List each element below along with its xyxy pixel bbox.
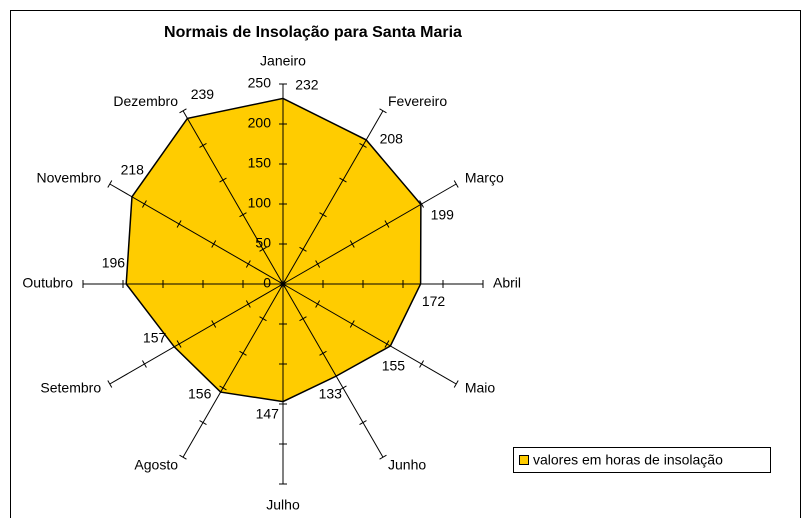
value-label: 199 [431,207,455,223]
axis-line [282,283,457,385]
tick-mark [419,360,424,368]
tick-mark [179,108,187,114]
category-label: Dezembro [113,93,178,109]
value-label: 156 [188,386,212,402]
r-tick-label: 100 [248,195,272,211]
category-label: Abril [493,275,521,291]
chart-frame [10,10,801,518]
value-label: 155 [382,358,406,374]
value-label: 196 [102,254,126,270]
category-label: Outubro [22,275,73,291]
tick-mark [315,260,321,268]
tick-mark [359,420,367,425]
radar-area [125,97,422,403]
tick-mark [259,316,267,322]
value-label: 218 [121,162,145,178]
value-label: 172 [422,293,446,309]
tick-mark [384,220,390,228]
tick-mark [176,340,182,348]
r-tick-label: 250 [248,75,272,91]
tick-mark [259,246,267,252]
tick-mark [453,180,459,188]
tick-mark [211,320,217,328]
tick-mark [199,143,207,148]
value-label: 239 [191,86,215,102]
tick-mark [142,360,147,368]
value-label: 232 [295,77,319,93]
tick-mark [239,350,247,356]
category-label: Setembro [40,380,101,396]
tick-mark [319,212,327,218]
legend-swatch [519,455,529,465]
axis-line [182,283,284,458]
r-tick-label: 50 [255,235,271,251]
value-label: 208 [380,130,404,146]
tick-mark [384,340,390,348]
category-label: Março [465,170,504,186]
tick-mark [245,300,251,308]
tick-mark [142,200,147,208]
category-label: Maio [465,380,496,396]
tick-mark [107,180,113,188]
legend-box [513,447,771,473]
category-label: Junho [388,457,426,473]
tick-mark [179,454,187,460]
tick-mark [211,240,217,248]
value-label: 133 [319,385,343,401]
tick-mark [339,177,347,183]
tick-mark [219,177,227,183]
chart-title: Normais de Insolação para Santa Maria [164,24,462,41]
category-label: Julho [266,497,300,513]
value-label: 157 [143,330,167,346]
category-label: Novembro [37,170,102,186]
tick-mark [107,380,113,388]
category-label: Agosto [134,457,178,473]
tick-mark [349,320,355,328]
axis-line [282,283,384,458]
tick-mark [379,454,387,460]
tick-mark [219,385,227,391]
axis-line [282,183,457,285]
tick-mark [239,212,247,218]
value-label: 147 [256,405,280,421]
r-tick-label: 150 [248,155,272,171]
category-label: Fevereiro [388,93,447,109]
tick-mark [279,281,287,287]
tick-mark [176,220,182,228]
tick-mark [319,350,327,356]
tick-mark [339,385,347,391]
tick-mark [199,420,207,425]
category-label: Janeiro [260,53,306,69]
axis-line [109,183,284,285]
axis-line [182,110,284,285]
legend-label: valores em horas de insolação [533,452,723,468]
tick-mark [419,200,424,208]
tick-mark [453,380,459,388]
axis-line [109,283,284,385]
r-tick-label: 200 [248,115,272,131]
tick-mark [379,108,387,114]
tick-mark [299,246,307,252]
tick-mark [315,300,321,308]
tick-mark [299,316,307,322]
r-tick-label: 0 [263,275,271,291]
axis-line [282,110,384,285]
tick-mark [349,240,355,248]
tick-mark [359,143,367,148]
tick-mark [245,260,251,268]
